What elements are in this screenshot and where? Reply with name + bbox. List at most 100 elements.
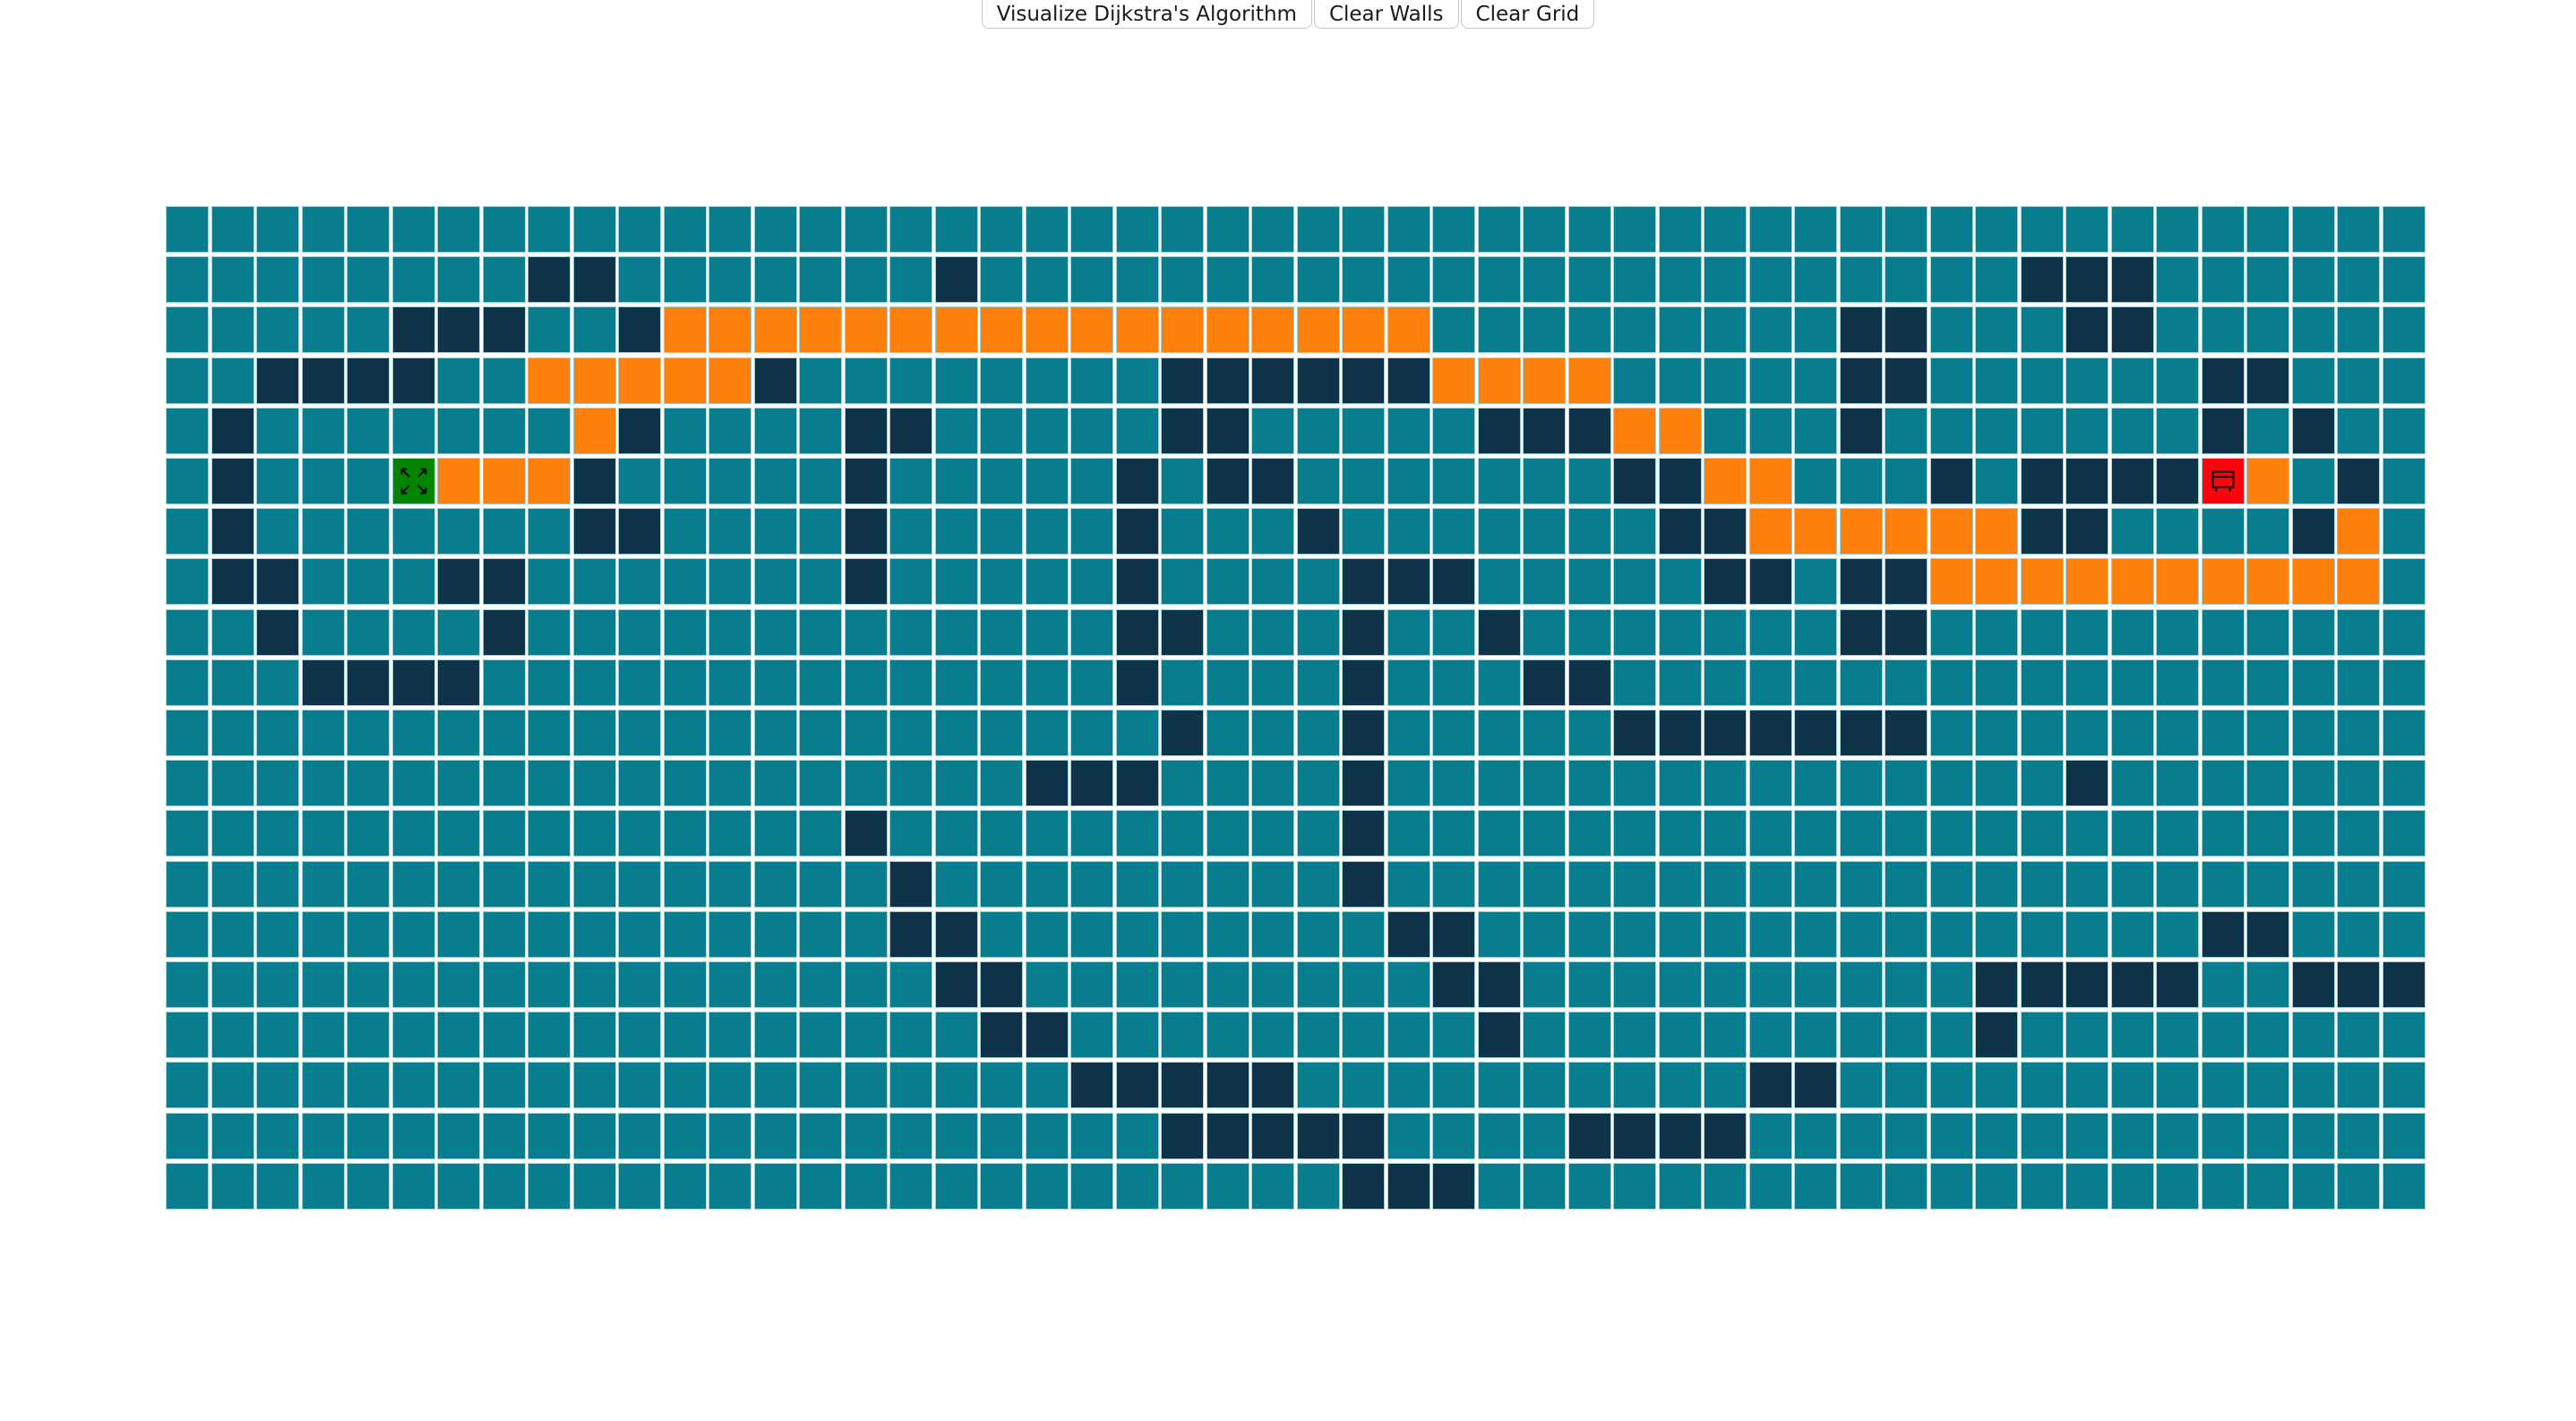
- grid-cell[interactable]: [1523, 710, 1566, 756]
- grid-cell[interactable]: [1523, 1012, 1566, 1058]
- grid-cell[interactable]: [1070, 911, 1113, 958]
- wall-cell[interactable]: [1840, 408, 1883, 454]
- path-cell[interactable]: [980, 306, 1023, 353]
- grid-cell[interactable]: [1432, 810, 1475, 857]
- grid-cell[interactable]: [2021, 659, 2064, 706]
- grid-cell[interactable]: [2156, 710, 2199, 756]
- wall-cell[interactable]: [1161, 357, 1204, 404]
- grid-cell[interactable]: [845, 1012, 888, 1058]
- wall-cell[interactable]: [1342, 760, 1385, 806]
- grid-cell[interactable]: [2383, 760, 2426, 806]
- wall-cell[interactable]: [2292, 508, 2335, 555]
- grid-cell[interactable]: [1387, 810, 1430, 857]
- wall-cell[interactable]: [1659, 1113, 1702, 1159]
- grid-cell[interactable]: [1749, 760, 1792, 806]
- grid-cell[interactable]: [889, 206, 932, 253]
- wall-cell[interactable]: [256, 558, 299, 605]
- grid-cell[interactable]: [1568, 306, 1611, 353]
- grid-cell[interactable]: [1749, 306, 1792, 353]
- grid-cell[interactable]: [1749, 1113, 1792, 1159]
- grid-cell[interactable]: [935, 659, 978, 706]
- grid-cell[interactable]: [2292, 1062, 2335, 1108]
- grid-cell[interactable]: [935, 1062, 978, 1108]
- grid-cell[interactable]: [437, 609, 480, 656]
- grid-cell[interactable]: [618, 1163, 661, 1210]
- grid-cell[interactable]: [1297, 458, 1340, 504]
- grid-cell[interactable]: [708, 609, 751, 656]
- wall-cell[interactable]: [1342, 710, 1385, 756]
- grid-cell[interactable]: [2111, 810, 2154, 857]
- grid-cell[interactable]: [2383, 1062, 2426, 1108]
- grid-cell[interactable]: [166, 609, 209, 656]
- grid-cell[interactable]: [2202, 760, 2245, 806]
- path-cell[interactable]: [528, 458, 571, 504]
- grid-cell[interactable]: [347, 710, 390, 756]
- grid-cell[interactable]: [2111, 1062, 2154, 1108]
- grid-cell[interactable]: [1026, 710, 1069, 756]
- grid-cell[interactable]: [347, 760, 390, 806]
- grid-cell[interactable]: [2202, 659, 2245, 706]
- grid-cell[interactable]: [1523, 1163, 1566, 1210]
- grid-cell[interactable]: [1885, 861, 1928, 908]
- grid-cell[interactable]: [1659, 911, 1702, 958]
- grid-cell[interactable]: [618, 609, 661, 656]
- grid-cell[interactable]: [980, 206, 1023, 253]
- grid-cell[interactable]: [1478, 911, 1521, 958]
- grid-cell[interactable]: [2156, 206, 2199, 253]
- grid-cell[interactable]: [1342, 458, 1385, 504]
- grid-cell[interactable]: [889, 1012, 932, 1058]
- grid-cell[interactable]: [980, 609, 1023, 656]
- grid-cell[interactable]: [2111, 408, 2154, 454]
- grid-cell[interactable]: [1749, 256, 1792, 303]
- grid-cell[interactable]: [1070, 458, 1113, 504]
- grid-cell[interactable]: [1070, 659, 1113, 706]
- grid-cell[interactable]: [1387, 710, 1430, 756]
- grid-cell[interactable]: [1342, 961, 1385, 1008]
- grid-cell[interactable]: [1070, 357, 1113, 404]
- grid-cell[interactable]: [2202, 1163, 2245, 1210]
- grid-cell[interactable]: [708, 408, 751, 454]
- grid-cell[interactable]: [573, 1012, 616, 1058]
- grid-cell[interactable]: [392, 1163, 435, 1210]
- grid-cell[interactable]: [1840, 659, 1883, 706]
- grid-cell[interactable]: [1387, 206, 1430, 253]
- grid-cell[interactable]: [1704, 306, 1747, 353]
- grid-cell[interactable]: [1251, 911, 1294, 958]
- grid-cell[interactable]: [2021, 357, 2064, 404]
- grid-cell[interactable]: [1704, 961, 1747, 1008]
- wall-cell[interactable]: [1478, 609, 1521, 656]
- grid-cell[interactable]: [754, 206, 797, 253]
- grid-cell[interactable]: [708, 659, 751, 706]
- grid-cell[interactable]: [754, 1012, 797, 1058]
- wall-cell[interactable]: [2065, 458, 2108, 504]
- grid-cell[interactable]: [845, 961, 888, 1008]
- wall-cell[interactable]: [1026, 1012, 1069, 1058]
- grid-cell[interactable]: [1116, 357, 1159, 404]
- grid-cell[interactable]: [1975, 710, 2018, 756]
- grid-cell[interactable]: [1342, 408, 1385, 454]
- grid-cell[interactable]: [2246, 810, 2289, 857]
- grid-cell[interactable]: [2292, 710, 2335, 756]
- grid-cell[interactable]: [528, 508, 571, 555]
- grid-cell[interactable]: [2292, 659, 2335, 706]
- wall-cell[interactable]: [211, 558, 254, 605]
- wall-cell[interactable]: [1342, 558, 1385, 605]
- grid-cell[interactable]: [1251, 810, 1294, 857]
- grid-cell[interactable]: [1704, 1163, 1747, 1210]
- grid-cell[interactable]: [302, 256, 345, 303]
- grid-cell[interactable]: [2202, 256, 2245, 303]
- grid-cell[interactable]: [1251, 1163, 1294, 1210]
- grid-cell[interactable]: [2337, 810, 2380, 857]
- wall-cell[interactable]: [845, 408, 888, 454]
- grid-cell[interactable]: [845, 861, 888, 908]
- grid-cell[interactable]: [2246, 710, 2289, 756]
- wall-cell[interactable]: [1885, 306, 1928, 353]
- grid-cell[interactable]: [437, 861, 480, 908]
- grid-cell[interactable]: [166, 458, 209, 504]
- grid-cell[interactable]: [1975, 911, 2018, 958]
- grid-cell[interactable]: [211, 710, 254, 756]
- grid-cell[interactable]: [1251, 558, 1294, 605]
- grid-cell[interactable]: [1251, 609, 1294, 656]
- grid-cell[interactable]: [392, 558, 435, 605]
- grid-cell[interactable]: [664, 961, 707, 1008]
